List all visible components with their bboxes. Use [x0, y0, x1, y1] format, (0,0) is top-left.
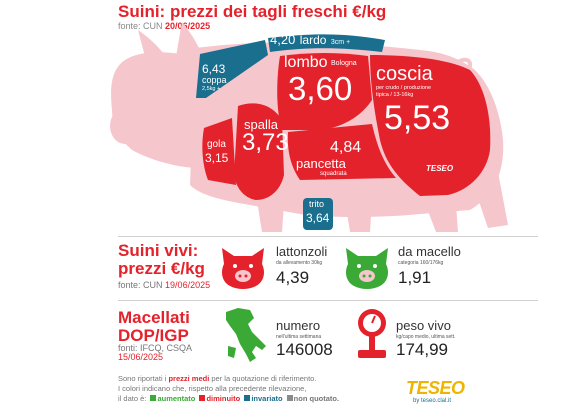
live-pigs-title-line2: prezzi €/kg	[118, 258, 205, 278]
cut-spalla-shape	[234, 103, 284, 200]
cut-lombo-name: lombo	[284, 54, 328, 71]
cut-trito-shape	[303, 198, 333, 230]
pig-logo: TESEO	[426, 164, 454, 173]
cut-coppa-value: 6,43	[202, 62, 226, 76]
legend-line1-c: per la quotazione di riferimento.	[209, 374, 317, 383]
cut-coscia-shape	[370, 55, 491, 196]
divider	[118, 236, 538, 237]
header-source-date: 20/06/2025	[165, 21, 211, 31]
legend-invariato: invariato	[251, 394, 283, 404]
cut-lardo-label: 4,20 lardo 3cm +	[270, 32, 350, 48]
slaughter-title-line2: DOP/IGP	[118, 325, 189, 345]
scale-icon	[358, 309, 386, 358]
macello-label: da macello	[398, 244, 461, 259]
legend-swatch-diminuito	[199, 395, 206, 402]
legend-line1: Sono riportati i prezzi medi per la quot…	[118, 374, 408, 384]
numero-sub: nell'ultima settimana	[276, 334, 322, 340]
cut-gola-name: gola	[207, 139, 226, 150]
legend-line3: il dato è: aumentato diminuito invariato…	[118, 394, 408, 404]
live-pigs-title: Suini vivi: prezzi €/kg	[118, 242, 205, 278]
brand-logo: TESEO	[406, 378, 465, 398]
cut-coppa-name: coppa	[202, 75, 227, 85]
page-title: Suini: prezzi dei tagli freschi €/kg	[118, 2, 387, 21]
cut-pancetta-name: pancetta	[296, 156, 346, 171]
header-source-prefix: fonte: CUN	[118, 21, 163, 31]
green-pig-head-icon	[346, 248, 388, 289]
cut-lardo-shape	[268, 34, 385, 52]
live-pigs-source-date: 19/06/2025	[165, 280, 211, 290]
cut-spalla-value: 3,73	[242, 129, 289, 156]
lattonzoli-label: lattonzoli	[276, 244, 328, 259]
legend-non-quotato: non quotato.	[293, 394, 340, 404]
legend-line3-a: il dato è:	[118, 394, 147, 404]
legend-line2: I colori indicano che, rispetto alla pre…	[118, 384, 307, 394]
cut-gola-shape	[202, 118, 236, 185]
legend-line1-a: Sono riportati i	[118, 374, 169, 383]
cut-coscia-note2: tipica / 13-16kg	[376, 92, 414, 98]
cut-lardo-name: lardo	[299, 33, 327, 47]
cut-gola-value: 3,15	[205, 151, 229, 165]
peso-label: peso vivo	[396, 318, 451, 333]
cut-lardo-note: 3cm +	[330, 39, 351, 46]
cut-pancetta-note: squadrata	[320, 171, 347, 177]
cut-pancetta-shape	[287, 124, 396, 180]
cut-lombo-value: 3,60	[288, 70, 353, 107]
legend-note: Sono riportati i prezzi medi per la quot…	[118, 374, 408, 404]
brand-sub: by teseo.clal.it	[413, 398, 452, 404]
peso-sub: kg/capo medio, ultima sett.	[396, 334, 456, 340]
cut-lombo-shape	[277, 53, 372, 130]
macello-sub: categoria 160/176kg	[398, 260, 444, 266]
cut-spalla-name: spalla	[244, 117, 278, 132]
legend-line1-b: prezzi medi	[168, 374, 210, 383]
cut-trito-name: trito	[309, 199, 325, 209]
legend-aumentato: aumentato	[157, 394, 196, 404]
numero-value: 146008	[276, 340, 333, 359]
slaughter-title: Macellati DOP/IGP	[118, 309, 190, 345]
slaughter-title-line1: Macellati	[118, 308, 190, 327]
live-pigs-title-line1: Suini vivi:	[118, 241, 199, 260]
cut-lardo-value: 4,20	[270, 32, 296, 47]
numero-label: numero	[276, 318, 321, 333]
cut-trito-value: 3,64	[306, 211, 330, 225]
cut-coppa-note: 2,5kg +	[202, 86, 221, 92]
slaughter-source-date: 15/06/2025	[118, 352, 164, 362]
macello-value: 1,91	[398, 268, 432, 287]
legend-swatch-non-quotato	[286, 395, 293, 402]
lattonzoli-value: 4,39	[276, 268, 310, 287]
lattonzoli-sub: da allevamento 30kg	[276, 260, 323, 266]
cut-coscia-value: 5,53	[384, 99, 451, 137]
cut-lombo-qualifier: Bologna	[331, 60, 357, 67]
legend-swatch-aumentato	[150, 395, 157, 402]
live-pigs-source-prefix: fonte: CUN	[118, 280, 163, 290]
legend-swatch-invariato	[244, 395, 251, 402]
cut-coppa-shape	[196, 40, 268, 98]
cut-coscia-name: coscia	[376, 63, 433, 85]
cut-coscia-note1: per crudo / produzione	[376, 85, 432, 91]
peso-value: 174,99	[396, 340, 448, 359]
cut-pancetta-value: 4,84	[330, 139, 362, 156]
red-pig-head-icon	[222, 248, 264, 289]
live-pigs-source: fonte: CUN 19/06/2025	[118, 280, 210, 290]
italy-map-icon	[226, 308, 266, 362]
pig-cuts-illustration	[110, 22, 508, 232]
divider	[118, 300, 538, 301]
header-source: fonte: CUN 20/06/2025	[118, 21, 210, 31]
slaughter-source: fonti: IFCQ, CSQA	[118, 343, 193, 353]
legend-diminuito: diminuito	[206, 394, 241, 404]
